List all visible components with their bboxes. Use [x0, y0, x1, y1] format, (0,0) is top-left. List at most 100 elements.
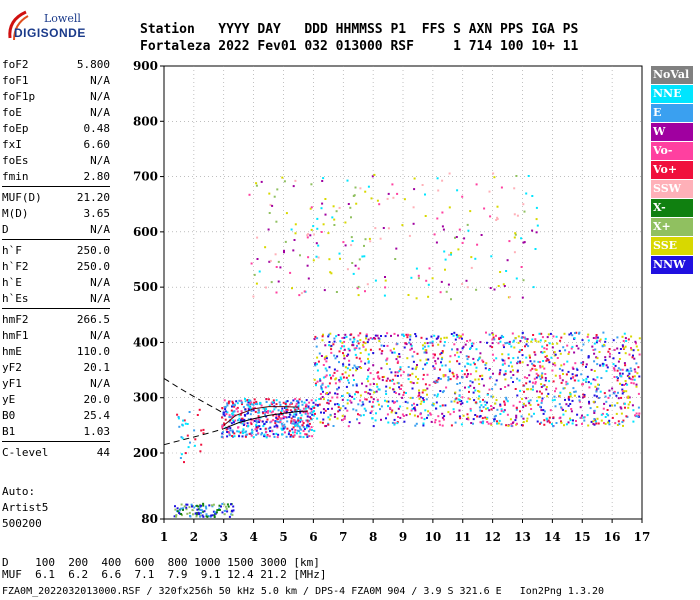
echo-mark [265, 401, 268, 403]
echo-mark [224, 418, 227, 421]
echo-mark [595, 341, 598, 344]
echo-mark [521, 361, 524, 364]
echo-mark [280, 409, 283, 412]
echo-mark [367, 380, 370, 383]
echo-mark [308, 401, 311, 404]
echo-mark [455, 377, 458, 380]
echo-mark [552, 363, 555, 366]
param-value: 250.0 [76, 260, 110, 273]
echo-mark [239, 413, 242, 416]
echo-mark [479, 352, 482, 355]
echo-mark [321, 180, 324, 182]
echo-mark [537, 396, 540, 399]
echo-mark [548, 421, 551, 424]
echo-mark [385, 400, 388, 403]
legend-item-x-: X+ [651, 218, 693, 236]
echo-mark [314, 412, 316, 415]
echo-mark [267, 410, 270, 412]
echo-mark [353, 364, 356, 367]
echo-mark [231, 415, 234, 418]
echo-mark [541, 397, 544, 400]
echo-mark [422, 347, 425, 350]
echo-mark [509, 418, 512, 421]
file-info-footer: FZA0M_2022032013000.RSF / 320fx256h 50 k… [2, 586, 605, 597]
echo-mark [494, 402, 497, 405]
echo-mark [554, 390, 556, 393]
echo-mark [292, 426, 295, 429]
echo-mark [251, 431, 254, 434]
echo-mark [465, 279, 468, 282]
echo-mark [490, 395, 493, 398]
y-tick-label: 500 [133, 280, 158, 294]
echo-mark [592, 337, 595, 339]
echo-mark [415, 366, 418, 369]
echo-mark [353, 338, 356, 341]
echo-mark [526, 417, 529, 420]
echo-mark [230, 503, 232, 506]
echo-mark [595, 334, 598, 336]
echo-mark [444, 258, 447, 261]
echo-mark [417, 395, 420, 398]
echo-mark [238, 414, 241, 417]
echo-mark [321, 382, 324, 385]
echo-mark [337, 403, 340, 406]
echo-mark [241, 435, 244, 438]
echo-mark [275, 432, 278, 435]
echo-mark [398, 353, 401, 355]
echo-mark [582, 383, 584, 386]
echo-mark [347, 379, 350, 382]
param-separator [2, 441, 110, 442]
echo-mark [632, 349, 635, 352]
echo-mark [587, 333, 590, 336]
echo-mark [541, 372, 544, 375]
echo-mark [560, 420, 562, 423]
echo-mark [246, 399, 249, 402]
param-row-m-d-: M(D) 3.65 [2, 206, 110, 222]
echo-mark [423, 351, 426, 354]
echo-mark [437, 343, 440, 346]
echo-mark [458, 337, 461, 340]
echo-mark [605, 400, 608, 403]
echo-mark [355, 356, 358, 359]
echo-mark [531, 195, 534, 197]
echo-mark [305, 433, 308, 436]
echo-mark [202, 432, 205, 435]
echo-mark [619, 348, 622, 350]
echo-mark [432, 365, 435, 368]
echo-mark [343, 357, 346, 360]
echo-mark [306, 419, 309, 422]
echo-mark [224, 505, 227, 508]
echo-mark [297, 430, 300, 433]
echo-mark [418, 397, 421, 400]
echo-mark [424, 193, 426, 196]
echo-mark [225, 410, 228, 413]
echo-mark [348, 359, 351, 362]
echo-mark [249, 413, 252, 416]
echo-mark [534, 353, 537, 356]
echo-mark [290, 417, 293, 420]
echo-mark [540, 392, 543, 395]
echo-mark [293, 431, 296, 434]
echo-mark [586, 375, 589, 378]
echo-mark [456, 401, 459, 404]
echo-mark [500, 423, 503, 426]
echo-mark [411, 367, 414, 370]
echo-mark [422, 389, 425, 392]
echo-mark [268, 192, 271, 195]
echo-mark [202, 510, 205, 513]
echo-mark [605, 413, 608, 416]
echo-mark [361, 401, 364, 404]
echo-mark [357, 285, 360, 288]
echo-mark [343, 336, 346, 339]
echo-mark [190, 503, 193, 506]
echo-mark [291, 428, 294, 431]
echo-mark [403, 391, 406, 394]
echo-mark [286, 427, 289, 430]
echo-mark [391, 183, 394, 186]
echo-mark [528, 354, 531, 357]
echo-mark [503, 346, 505, 349]
echo-mark [241, 430, 244, 433]
echo-mark [423, 342, 426, 345]
echo-mark [638, 337, 641, 340]
echo-mark [378, 388, 381, 391]
